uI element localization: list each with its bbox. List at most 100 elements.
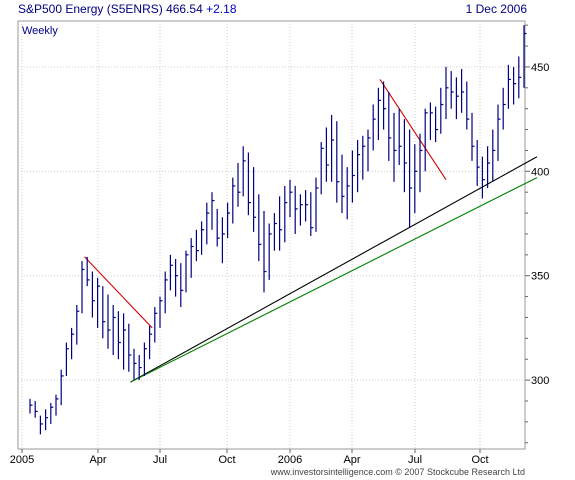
y-tick-label: 300 (531, 375, 549, 387)
ohlc-bar (76, 304, 80, 345)
ohlc-bar (466, 81, 470, 130)
ohlc-bar (227, 202, 231, 239)
ohlc-bar (117, 311, 121, 360)
ohlc-bar (86, 256, 90, 287)
ohlc-bar (195, 229, 199, 262)
ohlc-bar (81, 261, 85, 314)
price-bars (29, 25, 527, 435)
ohlc-bar (70, 327, 75, 360)
ohlc-bar (180, 263, 184, 308)
ohlc-bar (440, 87, 444, 134)
ohlc-bar (50, 403, 54, 424)
ohlc-bar (201, 221, 205, 255)
ohlc-bar (128, 323, 132, 372)
ohlc-bar (351, 150, 355, 203)
x-tick-label: 2005 (10, 454, 34, 466)
ohlc-bar (398, 108, 402, 166)
ohlc-bar (273, 213, 277, 251)
ohlc-bar (393, 112, 397, 182)
ohlc-bar (518, 56, 522, 99)
ohlc-bar (346, 167, 350, 220)
ohlc-bar (310, 192, 314, 237)
ohlc-bar (331, 114, 335, 182)
ohlc-bar (419, 133, 423, 193)
trendline-resistance-2005 (84, 256, 153, 329)
ohlc-bar (341, 154, 345, 214)
ohlc-bar (476, 140, 480, 186)
ohlc-bar (60, 369, 64, 406)
x-tick-label: Apr (343, 454, 360, 466)
ohlc-bar (383, 81, 387, 130)
ohlc-bar (138, 355, 142, 381)
ohlc-bar (388, 91, 392, 161)
x-tick-label: 2006 (278, 454, 302, 466)
trendline-support-green (130, 177, 538, 383)
x-axis: 2005 Apr Jul Oct 2006 Apr Jul Oct (10, 449, 489, 466)
ohlc-bar (211, 192, 215, 230)
ohlc-bar (55, 394, 59, 416)
ohlc-bar (91, 271, 95, 318)
index-name-price: S&P500 Energy (S5ENRS) 466.54 (18, 2, 203, 16)
ohlc-bar (435, 106, 439, 143)
ohlc-bar (143, 342, 147, 376)
ohlc-bar (263, 210, 267, 293)
trendline-support-black (130, 156, 538, 383)
ohlc-bar (122, 313, 127, 370)
period-label: Weekly (22, 25, 58, 37)
ohlc-bar (242, 146, 246, 197)
ohlc-bar (284, 185, 288, 243)
ohlc-bar (206, 202, 210, 245)
ohlc-bar (149, 325, 153, 360)
ohlc-bar (102, 286, 106, 339)
footer-credit: www.investorsintelligence.com © 2007 Sto… (270, 467, 525, 477)
ohlc-bar (253, 167, 257, 232)
ohlc-bar (185, 250, 189, 293)
ohlc-bar (362, 135, 366, 180)
ohlc-bar (29, 398, 33, 414)
trendlines (84, 79, 538, 383)
ohlc-bar (44, 409, 49, 431)
ohlc-bar (377, 87, 381, 141)
x-tick-label: Apr (89, 454, 106, 466)
x-tick-label: Jul (408, 454, 422, 466)
ohlc-bar (455, 77, 459, 120)
ohlc-bar (216, 208, 220, 247)
ohlc-bar (294, 185, 298, 234)
ohlc-bar (232, 177, 236, 224)
ohlc-bar (268, 223, 272, 280)
ohlc-bar (492, 129, 496, 182)
ohlc-bar (497, 104, 501, 161)
ohlc-bar (154, 307, 158, 343)
x-tick-label: Jul (153, 454, 167, 466)
ohlc-bar (112, 304, 116, 356)
trendline-resistance-2006 (379, 79, 447, 180)
ohlc-bar (429, 102, 433, 141)
ohlc-bar (315, 177, 319, 232)
ohlc-bar (502, 87, 506, 130)
ohlc-bar (325, 127, 329, 182)
ohlc-bar (320, 142, 324, 195)
price-change: +2.18 (206, 2, 237, 16)
chart-date: 1 Dec 2006 (465, 2, 527, 16)
ohlc-bar (237, 162, 241, 207)
ohlc-bar (299, 194, 303, 226)
ohlc-bar (221, 217, 225, 264)
ohlc-bar (164, 271, 168, 314)
ohlc-bar (133, 348, 137, 381)
ohlc-bar (403, 119, 407, 193)
plot-area (17, 20, 526, 450)
ohlc-bar (450, 71, 454, 109)
ohlc-bar (424, 108, 428, 172)
ohlc-bar (289, 179, 293, 218)
ohlc-bar (175, 259, 179, 297)
ohlc-bar (305, 190, 309, 222)
ohlc-bar (107, 294, 111, 349)
ohlc-bar (481, 156, 485, 199)
ohlc-bar (445, 66, 449, 120)
ohlc-bar (372, 104, 376, 151)
ohlc-bar (409, 129, 413, 228)
ohlc-bar (507, 64, 511, 109)
chart-header: S&P500 Energy (S5ENRS) 466.54 +2.18 1 De… (0, 0, 575, 18)
x-tick-label: Oct (471, 454, 488, 466)
